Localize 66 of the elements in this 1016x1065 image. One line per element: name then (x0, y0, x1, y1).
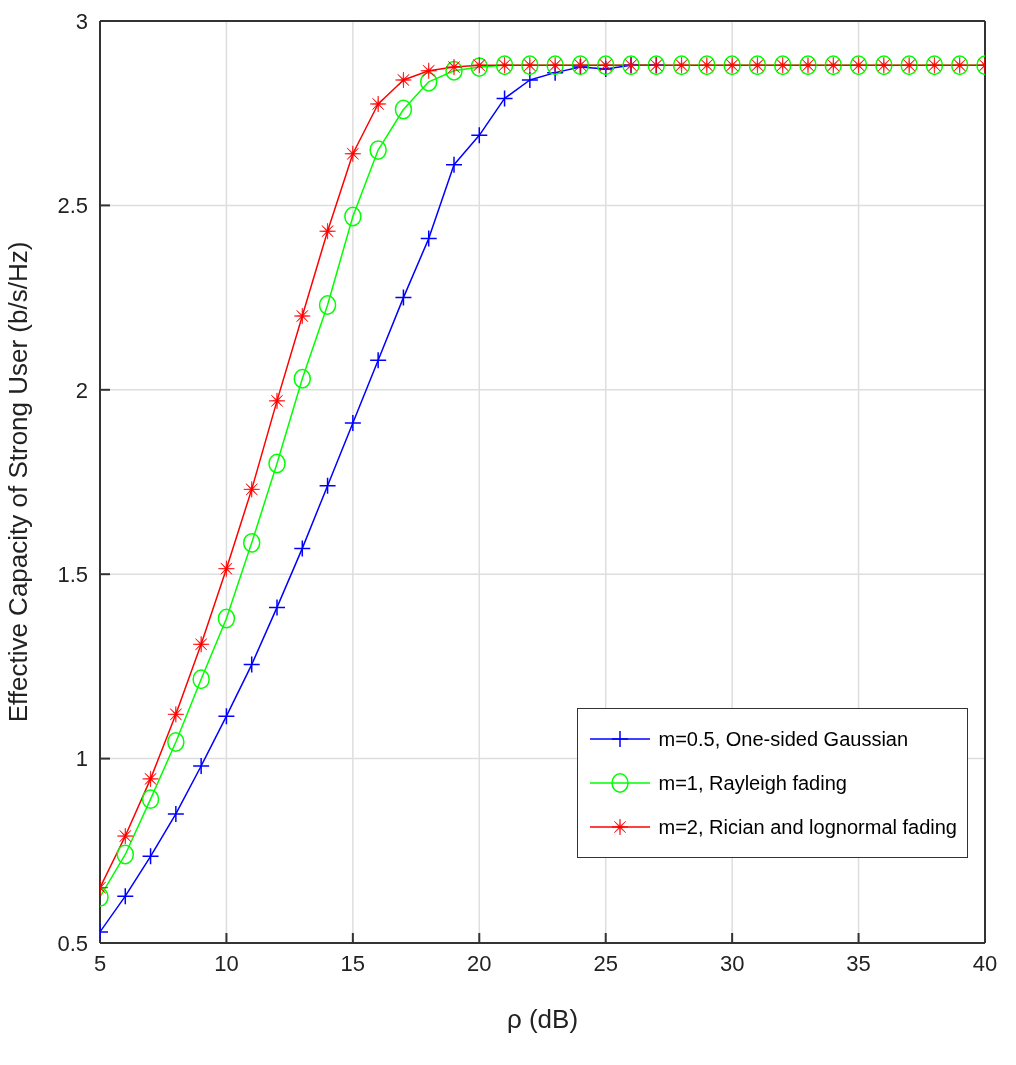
point (394, 288, 413, 307)
x-tick-label: 25 (593, 950, 618, 976)
point (344, 206, 362, 227)
point (470, 126, 489, 145)
point (495, 89, 514, 108)
point (116, 827, 134, 845)
point (268, 392, 286, 410)
x-tick-label: 20 (467, 950, 492, 976)
y-tick-label: 2 (75, 377, 88, 403)
point (394, 99, 413, 120)
point (420, 62, 438, 80)
y-tick-label: 0.5 (57, 930, 88, 956)
point (218, 560, 235, 577)
point (319, 222, 336, 240)
point (243, 481, 261, 498)
legend-label: m=0.5, One-sided Gaussian (658, 727, 909, 751)
point (217, 707, 236, 725)
x-axis-title: ρ (dB) (506, 1004, 579, 1034)
legend-label: m=1, Rayleigh fading (658, 771, 847, 795)
point (419, 229, 438, 248)
point (116, 844, 135, 865)
point (192, 669, 210, 690)
point (167, 706, 185, 723)
x-tick-label: 40 (972, 950, 998, 976)
y-tick-label: 1.5 (57, 562, 88, 588)
x-tick-label: 10 (214, 950, 239, 976)
point (167, 732, 185, 752)
legend-label: m=2, Rician and lognormal fading (658, 815, 957, 839)
point (395, 71, 412, 89)
point (521, 71, 539, 89)
point (142, 770, 159, 788)
point (445, 60, 463, 81)
point (318, 295, 337, 315)
point (369, 95, 387, 113)
point (116, 887, 135, 905)
x-tick-label: 15 (340, 950, 366, 976)
point (445, 156, 463, 174)
point (419, 71, 438, 92)
point (344, 414, 362, 432)
point (141, 789, 160, 810)
point (445, 58, 463, 76)
point (192, 757, 210, 775)
point (242, 532, 261, 553)
y-tick-label: 3 (75, 8, 88, 34)
point (293, 368, 312, 389)
point (268, 453, 286, 474)
x-tick-label: 5 (93, 950, 107, 976)
point (217, 608, 236, 629)
point (369, 140, 387, 161)
point (167, 805, 185, 823)
y-axis-title: Effective Capacity of Strong User (b/s/Hz) (3, 241, 34, 723)
point (242, 655, 261, 674)
point (470, 57, 489, 78)
point (268, 598, 286, 617)
point (470, 56, 488, 74)
y-tick-label: 1 (75, 746, 88, 772)
point (192, 635, 210, 653)
point (293, 307, 311, 325)
point (293, 539, 312, 558)
y-tick-label: 2.5 (57, 193, 88, 219)
point (318, 476, 337, 495)
x-tick-label: 30 (719, 950, 745, 976)
point (369, 351, 387, 370)
point (344, 145, 362, 163)
point (141, 847, 160, 866)
x-tick-label: 35 (846, 950, 871, 976)
